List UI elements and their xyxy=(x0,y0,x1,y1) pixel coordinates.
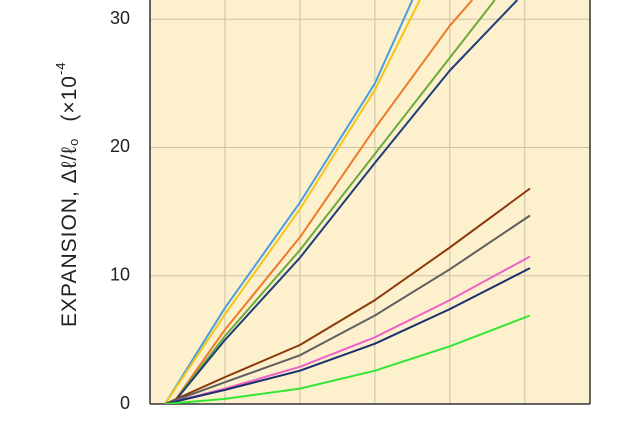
y-tick-label: 10 xyxy=(110,264,130,284)
series-line xyxy=(164,267,531,404)
series-line xyxy=(164,214,531,404)
series-line xyxy=(171,0,474,404)
series-line xyxy=(164,187,531,404)
series-line xyxy=(164,255,531,404)
plot-lines xyxy=(164,0,531,404)
y-tick-label: 30 xyxy=(110,8,130,28)
y-tick-label: 0 xyxy=(120,393,130,413)
series-line xyxy=(171,0,496,404)
y-axis-label: EXPANSION, Δℓ/ℓo(×10-4 xyxy=(53,61,81,327)
y-tick-label: 20 xyxy=(110,136,130,156)
series-line xyxy=(164,0,414,404)
series-line xyxy=(164,314,531,404)
series-line xyxy=(164,0,421,404)
series-line xyxy=(171,0,519,404)
